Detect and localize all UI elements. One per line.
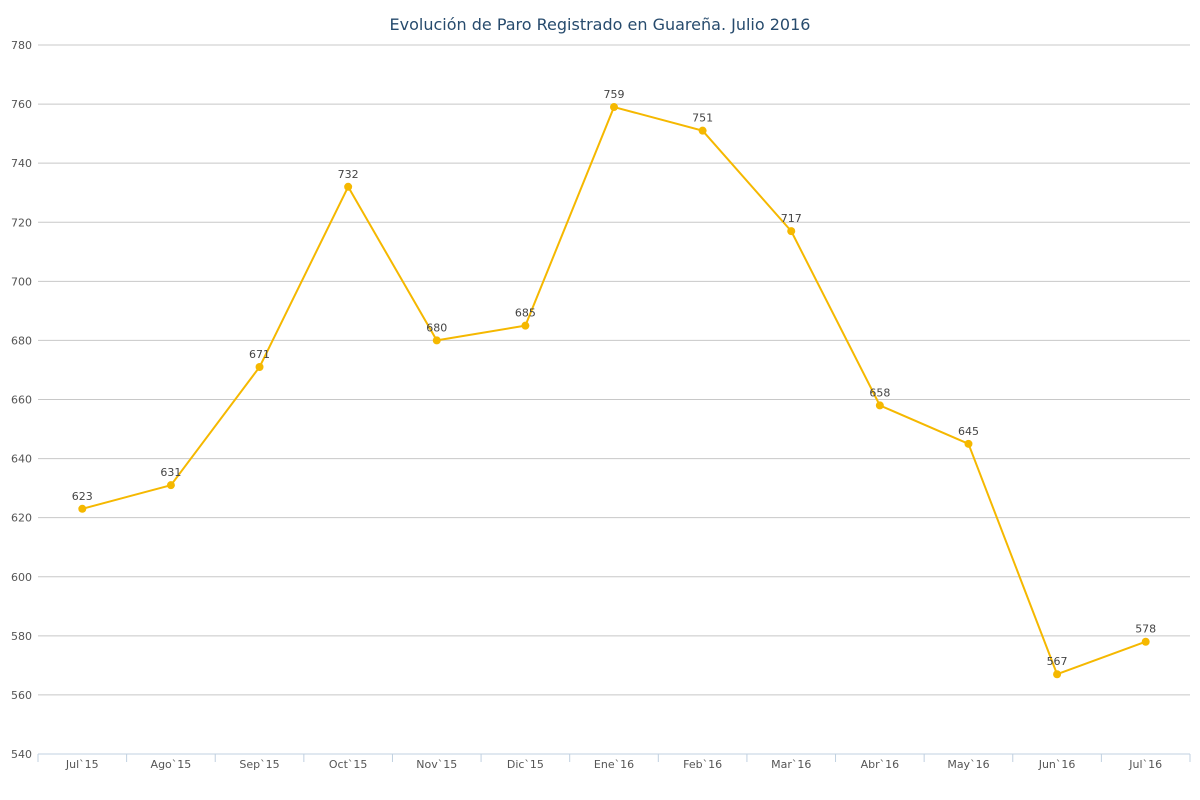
data-label: 732 <box>338 168 359 181</box>
data-label: 567 <box>1047 655 1068 668</box>
x-tick-label: Jun`16 <box>1038 758 1076 771</box>
series-line-path <box>81 106 1147 676</box>
y-tick-label: 580 <box>11 630 32 643</box>
data-point <box>1053 670 1062 679</box>
data-label: 658 <box>869 386 890 399</box>
y-tick-label: 600 <box>11 571 32 584</box>
data-label: 671 <box>249 348 270 361</box>
x-tick-label: May`16 <box>947 758 989 771</box>
x-tick-label: Mar`16 <box>771 758 811 771</box>
y-tick-label: 760 <box>11 98 32 111</box>
x-axis: Jul`15 Ago`15 Sep`15 Oct`15 Nov`15 Dic`15 Ene`… <box>37 753 1191 771</box>
data-label: 759 <box>604 88 625 101</box>
y-tick-label: 680 <box>11 334 32 347</box>
y-tick-label: 720 <box>11 216 32 229</box>
data-label: 685 <box>515 307 536 320</box>
y-tick-label: 660 <box>11 394 32 407</box>
x-tick-label: Nov`15 <box>416 758 457 771</box>
data-point <box>875 401 884 410</box>
data-label: 680 <box>426 321 447 334</box>
x-tick-label: Abr`16 <box>861 758 900 771</box>
data-label: 717 <box>781 212 802 225</box>
series-line <box>81 106 1147 676</box>
data-label: 623 <box>72 490 93 503</box>
data-labels: 623 631 671 732 680 685 759 751 717 658 645 567 578 <box>72 88 1156 668</box>
chart-title: Evolución de Paro Registrado en Guareña.… <box>390 15 811 34</box>
y-tick-label: 740 <box>11 157 32 170</box>
x-tick-label: Sep`15 <box>239 758 279 771</box>
x-tick-label: Jul`15 <box>65 758 99 771</box>
data-point <box>255 363 264 372</box>
y-tick-label: 560 <box>11 689 32 702</box>
data-point <box>521 321 530 330</box>
x-tick-label: Ago`15 <box>151 758 192 771</box>
data-point <box>78 504 87 513</box>
x-tick-label: Jul`16 <box>1128 758 1162 771</box>
data-point <box>787 227 796 236</box>
data-point <box>166 481 175 490</box>
data-label: 751 <box>692 112 713 125</box>
data-points <box>78 103 1150 679</box>
y-tick-label: 780 <box>11 39 32 52</box>
data-point <box>344 182 353 191</box>
data-label: 578 <box>1135 623 1156 636</box>
data-label: 631 <box>160 466 181 479</box>
data-label: 645 <box>958 425 979 438</box>
gridlines <box>38 44 1190 696</box>
y-axis-tick-labels: 540 560 580 600 620 640 660 680 700 720 740 760 780 <box>11 39 32 761</box>
data-point <box>698 126 707 135</box>
data-point <box>1141 637 1150 646</box>
y-tick-label: 700 <box>11 275 32 288</box>
data-point <box>964 439 973 448</box>
x-tick-label: Feb`16 <box>683 758 722 771</box>
y-tick-label: 620 <box>11 512 32 525</box>
x-tick-label: Dic`15 <box>507 758 544 771</box>
data-point <box>432 336 441 345</box>
y-tick-label: 640 <box>11 453 32 466</box>
data-point <box>610 103 618 112</box>
x-tick-label: Oct`15 <box>329 758 368 771</box>
x-tick-label: Ene`16 <box>594 758 634 771</box>
y-tick-label: 540 <box>11 748 32 761</box>
